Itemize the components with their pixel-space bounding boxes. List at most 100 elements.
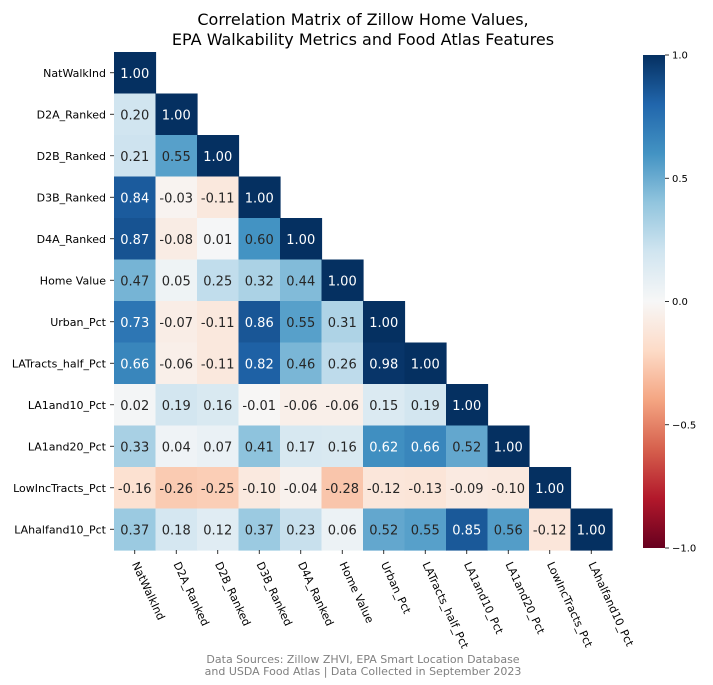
heatmap-cell (280, 384, 323, 427)
heatmap-cell (197, 342, 240, 385)
cell-value-label: 0.86 (245, 316, 274, 331)
heatmap-cell (570, 508, 613, 551)
cell-value-label: 1.00 (577, 523, 606, 538)
cell-value-label: 0.26 (328, 357, 357, 372)
y-tick-label: D3B_Ranked (37, 191, 106, 204)
heatmap-cell (321, 259, 364, 302)
x-tick-label: LATracts_half_Pct (420, 560, 472, 651)
heatmap-cell (197, 176, 240, 219)
heatmap-cell (363, 301, 406, 344)
colorbar-ticks: 1.0 0.5 0.0 −0.5 −1.0 (665, 51, 696, 555)
cell-value-label: 0.16 (203, 399, 232, 414)
cell-value-label: 1.00 (162, 108, 191, 123)
colorbar-tick-label: 0.5 (672, 174, 688, 185)
heatmap-cells: 1.00 0.20 1.00 0.21 0.55 1.00 0.84 -0.03 -0.11 1.… (114, 52, 613, 551)
heatmap-cell (321, 384, 364, 427)
heatmap-cell (114, 467, 157, 510)
x-tick-label: LA1and10_Pct (461, 560, 506, 637)
cell-value-label: 0.73 (120, 316, 149, 331)
heatmap-cell (321, 425, 364, 468)
heatmap-cell (155, 301, 198, 344)
cell-value-label: -0.06 (325, 399, 359, 414)
heatmap-cell (404, 508, 447, 551)
chart-title-line-1: Correlation Matrix of Zillow Home Values… (197, 10, 528, 29)
cell-value-label: 0.52 (452, 440, 481, 455)
cell-value-label: 1.00 (535, 482, 564, 497)
heatmap-cell (321, 342, 364, 385)
cell-value-label: -0.07 (159, 316, 193, 331)
heatmap-cell (321, 508, 364, 551)
cell-value-label: -0.03 (159, 191, 193, 206)
heatmap-cell (197, 301, 240, 344)
heatmap-cell (155, 425, 198, 468)
y-tick-label: D2A_Ranked (37, 108, 106, 121)
heatmap-cell (114, 52, 157, 95)
cell-value-label: -0.12 (533, 523, 567, 538)
heatmap-cell (238, 467, 281, 510)
cell-value-label: 1.00 (328, 274, 357, 289)
cell-value-label: 0.18 (162, 523, 191, 538)
cell-value-label: 0.62 (369, 440, 398, 455)
cell-value-label: 0.16 (328, 440, 357, 455)
cell-value-label: 0.23 (286, 523, 315, 538)
heatmap-cell (197, 508, 240, 551)
heatmap-cell (280, 342, 323, 385)
heatmap-cell (446, 384, 489, 427)
heatmap-cell (404, 425, 447, 468)
heatmap-cell (238, 176, 281, 219)
y-tick-label: LATracts_half_Pct (12, 357, 107, 370)
heatmap-cell (487, 425, 530, 468)
heatmap-cell (114, 218, 157, 261)
heatmap-cell (155, 93, 198, 136)
cell-value-label: -0.11 (201, 357, 235, 372)
cell-value-label: 0.19 (411, 399, 440, 414)
y-tick-label: D2B_Ranked (37, 150, 106, 163)
cell-value-label: 0.19 (162, 399, 191, 414)
colorbar-tick-label: −1.0 (672, 544, 696, 555)
cell-value-label: -0.06 (284, 399, 318, 414)
cell-value-label: 0.21 (120, 150, 149, 165)
x-tick-label: NatWalkInd (129, 560, 167, 622)
heatmap-cell (114, 342, 157, 385)
x-tick-label: D4A_Ranked (295, 560, 336, 628)
cell-value-label: -0.16 (118, 482, 152, 497)
heatmap-cell (321, 301, 364, 344)
heatmap-cell (487, 508, 530, 551)
cell-value-label: 0.41 (245, 440, 274, 455)
x-tick-label: LowIncTracts_Pct (544, 560, 595, 650)
heatmap-cell (363, 508, 406, 551)
heatmap-cell (487, 467, 530, 510)
heatmap-cell (446, 467, 489, 510)
cell-value-label: -0.01 (242, 399, 276, 414)
cell-value-label: 0.55 (286, 316, 315, 331)
cell-value-label: -0.10 (242, 482, 276, 497)
cell-value-label: 0.85 (452, 523, 481, 538)
cell-value-label: 1.00 (203, 150, 232, 165)
source-note-line-1: Data Sources: Zillow ZHVI, EPA Smart Loc… (206, 653, 519, 666)
cell-value-label: 0.87 (120, 233, 149, 248)
heatmap-cell (404, 384, 447, 427)
cell-value-label: 0.60 (245, 233, 274, 248)
heatmap-cell (404, 342, 447, 385)
cell-value-label: 1.00 (452, 399, 481, 414)
cell-value-label: 0.01 (203, 233, 232, 248)
heatmap-cell (155, 176, 198, 219)
heatmap-cell (197, 218, 240, 261)
heatmap-cell (280, 301, 323, 344)
heatmap-cell (197, 259, 240, 302)
cell-value-label: 0.52 (369, 523, 398, 538)
cell-value-label: -0.11 (201, 316, 235, 331)
cell-value-label: 0.31 (328, 316, 357, 331)
y-tick-label: Home Value (40, 274, 106, 287)
cell-value-label: 0.37 (120, 523, 149, 538)
heatmap-cell (155, 218, 198, 261)
chart-title-line-2: EPA Walkability Metrics and Food Atlas F… (172, 30, 554, 49)
heatmap-cell (238, 218, 281, 261)
heatmap-cell (363, 342, 406, 385)
colorbar-tick-label: 1.0 (672, 51, 688, 62)
cell-value-label: -0.04 (284, 482, 318, 497)
heatmap-cell (280, 508, 323, 551)
cell-value-label: 0.02 (120, 399, 149, 414)
y-tick-label: LowIncTracts_Pct (13, 482, 107, 495)
